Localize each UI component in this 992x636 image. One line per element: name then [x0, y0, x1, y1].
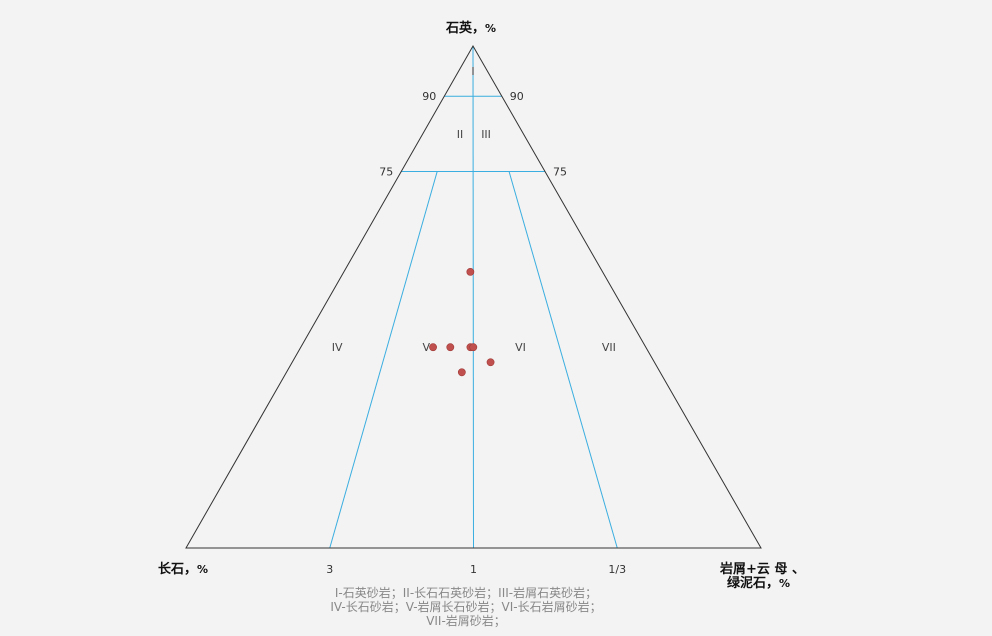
ratio-line-1 [472, 45, 474, 549]
ratio-tick-1-3: 1/3 [608, 563, 626, 576]
data-point-5 [469, 343, 478, 352]
ratio-tick-1: 1 [470, 563, 477, 576]
data-point-7 [457, 368, 466, 377]
legend-line-2: IV-长石砂岩；V-岩屑长石砂岩；VI-长石岩屑砂岩； [330, 599, 601, 614]
region-label-IV: IV [332, 341, 343, 354]
data-points [429, 267, 495, 377]
ternary-frame [185, 44, 762, 549]
quartz-tick-left-75: 75 [379, 166, 393, 179]
ratio-tick-labels: 3 1 1/3 [326, 563, 626, 576]
quartz-tick-left-90: 90 [422, 90, 436, 103]
quartz-tick-right-75: 75 [553, 166, 567, 179]
legend-line-1: I-石英砂岩；II-长石石英砂岩；III-岩屑石英砂岩； [335, 585, 597, 600]
region-label-V: V [422, 341, 430, 354]
apex-quartz-label: 石英，% [445, 20, 496, 36]
apex-lithic-label-line1: 岩屑+云 母 、 [719, 561, 805, 577]
region-label-III: III [481, 128, 491, 141]
ratio-line-3 [329, 171, 438, 549]
data-point-6 [486, 358, 495, 367]
legend-line-3: VII-岩屑砂岩； [426, 613, 506, 628]
region-label-I: I [471, 65, 474, 78]
ratio-tick-3: 3 [326, 563, 333, 576]
data-point-3 [446, 343, 455, 352]
region-label-II: II [457, 128, 464, 141]
quartz-tick-right-90: 90 [510, 90, 524, 103]
data-point-1 [466, 267, 475, 276]
classification-boundaries [329, 45, 618, 549]
ratio-line-1-3 [508, 171, 618, 549]
apex-lithic-label-line2: 绿泥石，% [727, 575, 790, 591]
region-label-VI: VI [515, 341, 526, 354]
apex-feldspar-label: 长石，% [158, 561, 208, 577]
region-label-VII: VII [602, 341, 616, 354]
quartz-tick-labels: 90 90 75 75 [379, 90, 567, 178]
data-point-2 [429, 343, 437, 352]
